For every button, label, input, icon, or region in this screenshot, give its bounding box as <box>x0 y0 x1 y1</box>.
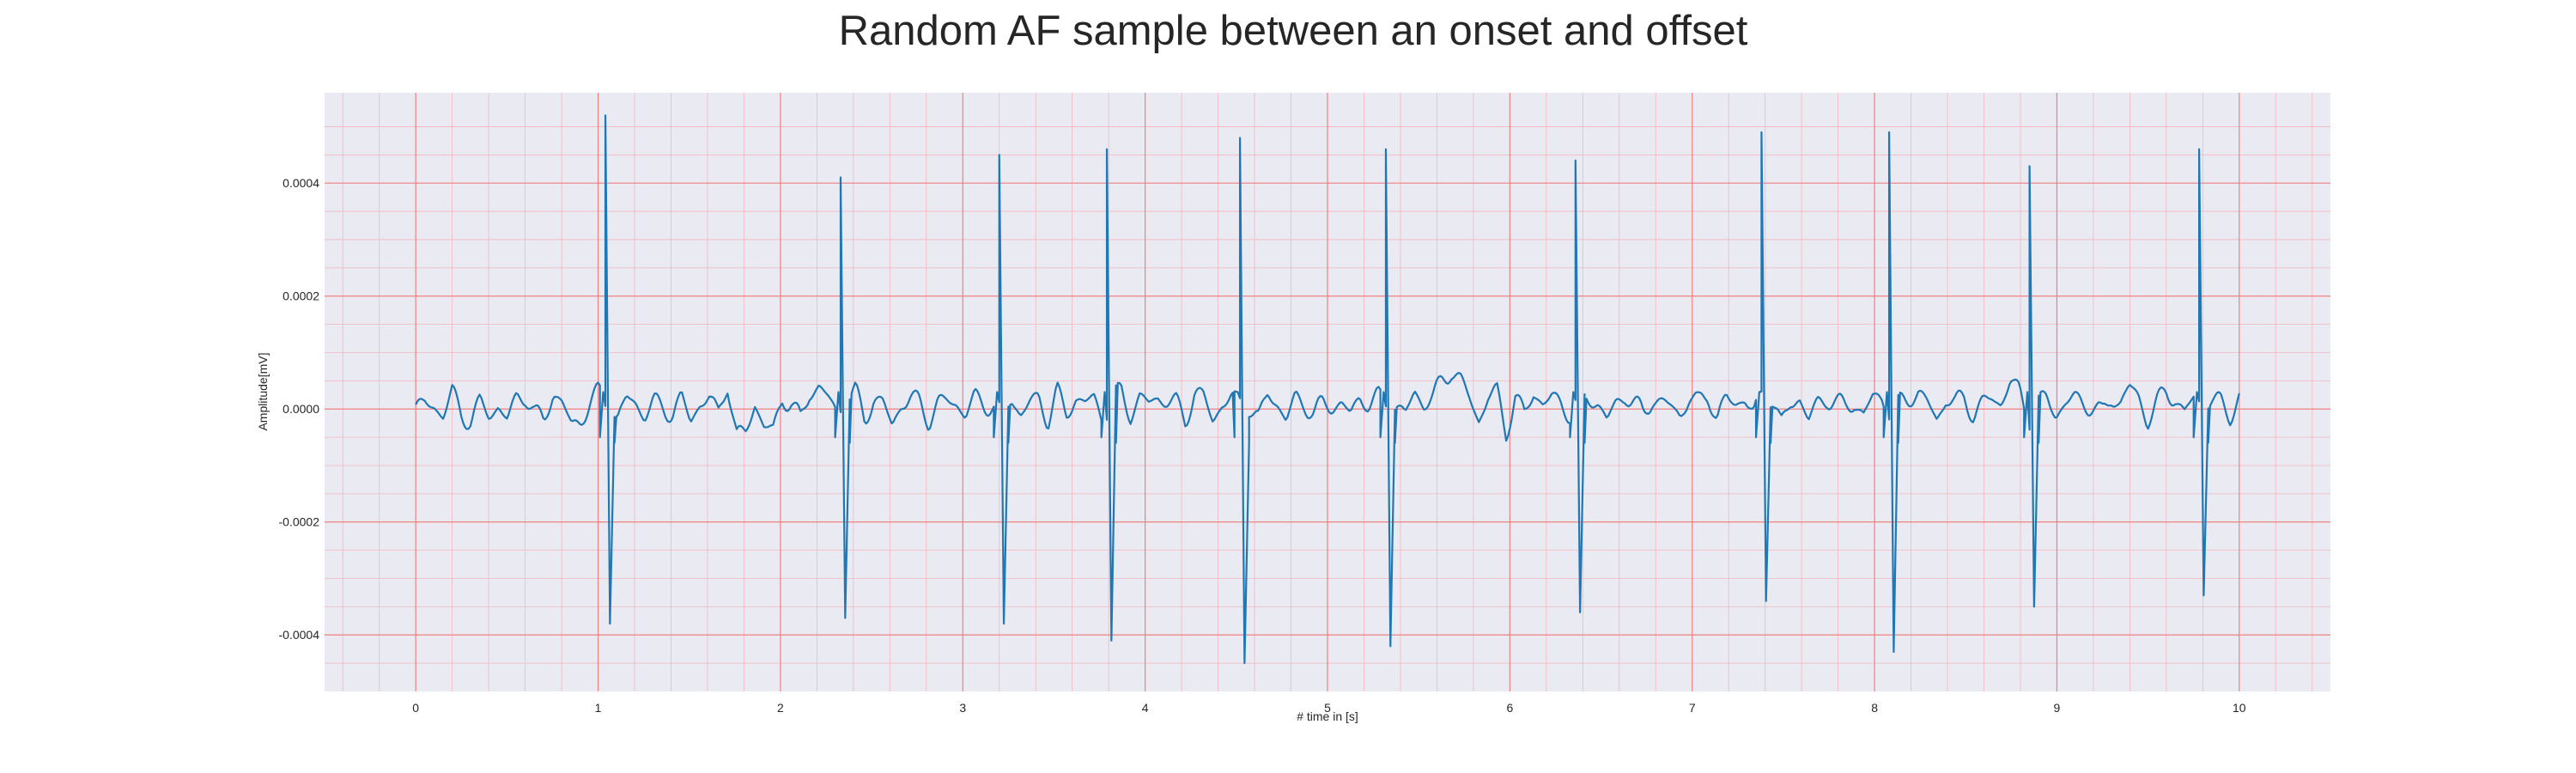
x-axis-ticks: 0 1 2 3 4 5 6 7 8 9 10 <box>412 701 2246 715</box>
x-tick-label: 0 <box>412 701 419 715</box>
x-tick-label: 5 <box>1324 701 1331 715</box>
y-axis-ticks: 0.0004 0.0002 0.0000 -0.0002 -0.0004 <box>279 176 320 642</box>
x-tick-label: 1 <box>595 701 602 715</box>
ecg-series-line <box>415 114 2240 665</box>
y-tick-label: -0.0002 <box>279 515 320 529</box>
x-tick-label: 7 <box>1689 701 1696 715</box>
x-tick-label: 6 <box>1506 701 1513 715</box>
x-tick-label: 4 <box>1142 701 1149 715</box>
chart-title: Random AF sample between an onset and of… <box>839 8 1748 54</box>
x-tick-label: 2 <box>777 701 784 715</box>
x-axis-label: # time in [s] <box>1297 709 1358 723</box>
x-tick-label: 3 <box>959 701 966 715</box>
y-tick-label: -0.0004 <box>279 628 320 642</box>
y-tick-label: 0.0002 <box>283 289 319 303</box>
x-tick-label: 9 <box>2054 701 2061 715</box>
y-axis-label: Amplitude[mV] <box>256 352 270 430</box>
major-grid <box>325 93 2330 691</box>
y-tick-label: 0.0004 <box>283 176 319 190</box>
y-tick-label: 0.0000 <box>283 402 319 416</box>
x-tick-label: 10 <box>2233 701 2246 715</box>
x-tick-label: 8 <box>1871 701 1878 715</box>
